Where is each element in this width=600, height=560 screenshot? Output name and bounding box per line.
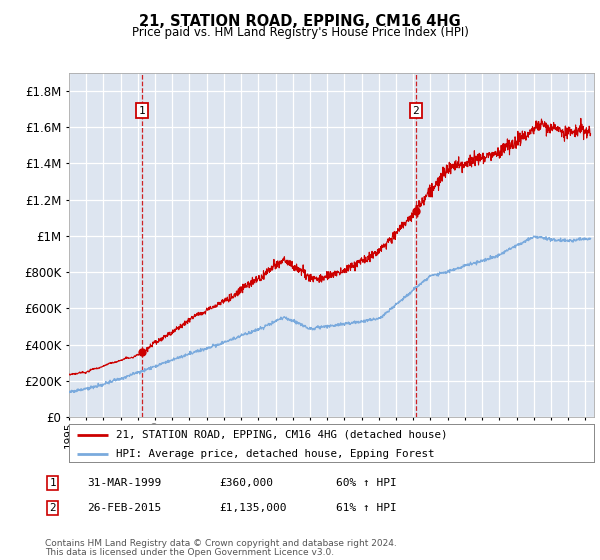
Text: 21, STATION ROAD, EPPING, CM16 4HG (detached house): 21, STATION ROAD, EPPING, CM16 4HG (deta… bbox=[116, 430, 448, 440]
Text: HPI: Average price, detached house, Epping Forest: HPI: Average price, detached house, Eppi… bbox=[116, 449, 435, 459]
Text: £1,135,000: £1,135,000 bbox=[219, 503, 287, 513]
Text: £360,000: £360,000 bbox=[219, 478, 273, 488]
Text: 31-MAR-1999: 31-MAR-1999 bbox=[87, 478, 161, 488]
Text: This data is licensed under the Open Government Licence v3.0.: This data is licensed under the Open Gov… bbox=[45, 548, 334, 557]
Text: 61% ↑ HPI: 61% ↑ HPI bbox=[336, 503, 397, 513]
Text: 60% ↑ HPI: 60% ↑ HPI bbox=[336, 478, 397, 488]
Text: Price paid vs. HM Land Registry's House Price Index (HPI): Price paid vs. HM Land Registry's House … bbox=[131, 26, 469, 39]
Text: 1: 1 bbox=[139, 105, 146, 115]
Text: 21, STATION ROAD, EPPING, CM16 4HG: 21, STATION ROAD, EPPING, CM16 4HG bbox=[139, 14, 461, 29]
Text: 26-FEB-2015: 26-FEB-2015 bbox=[87, 503, 161, 513]
Text: 2: 2 bbox=[50, 503, 56, 513]
Text: 1: 1 bbox=[50, 478, 56, 488]
Text: Contains HM Land Registry data © Crown copyright and database right 2024.: Contains HM Land Registry data © Crown c… bbox=[45, 539, 397, 548]
Text: 2: 2 bbox=[412, 105, 419, 115]
